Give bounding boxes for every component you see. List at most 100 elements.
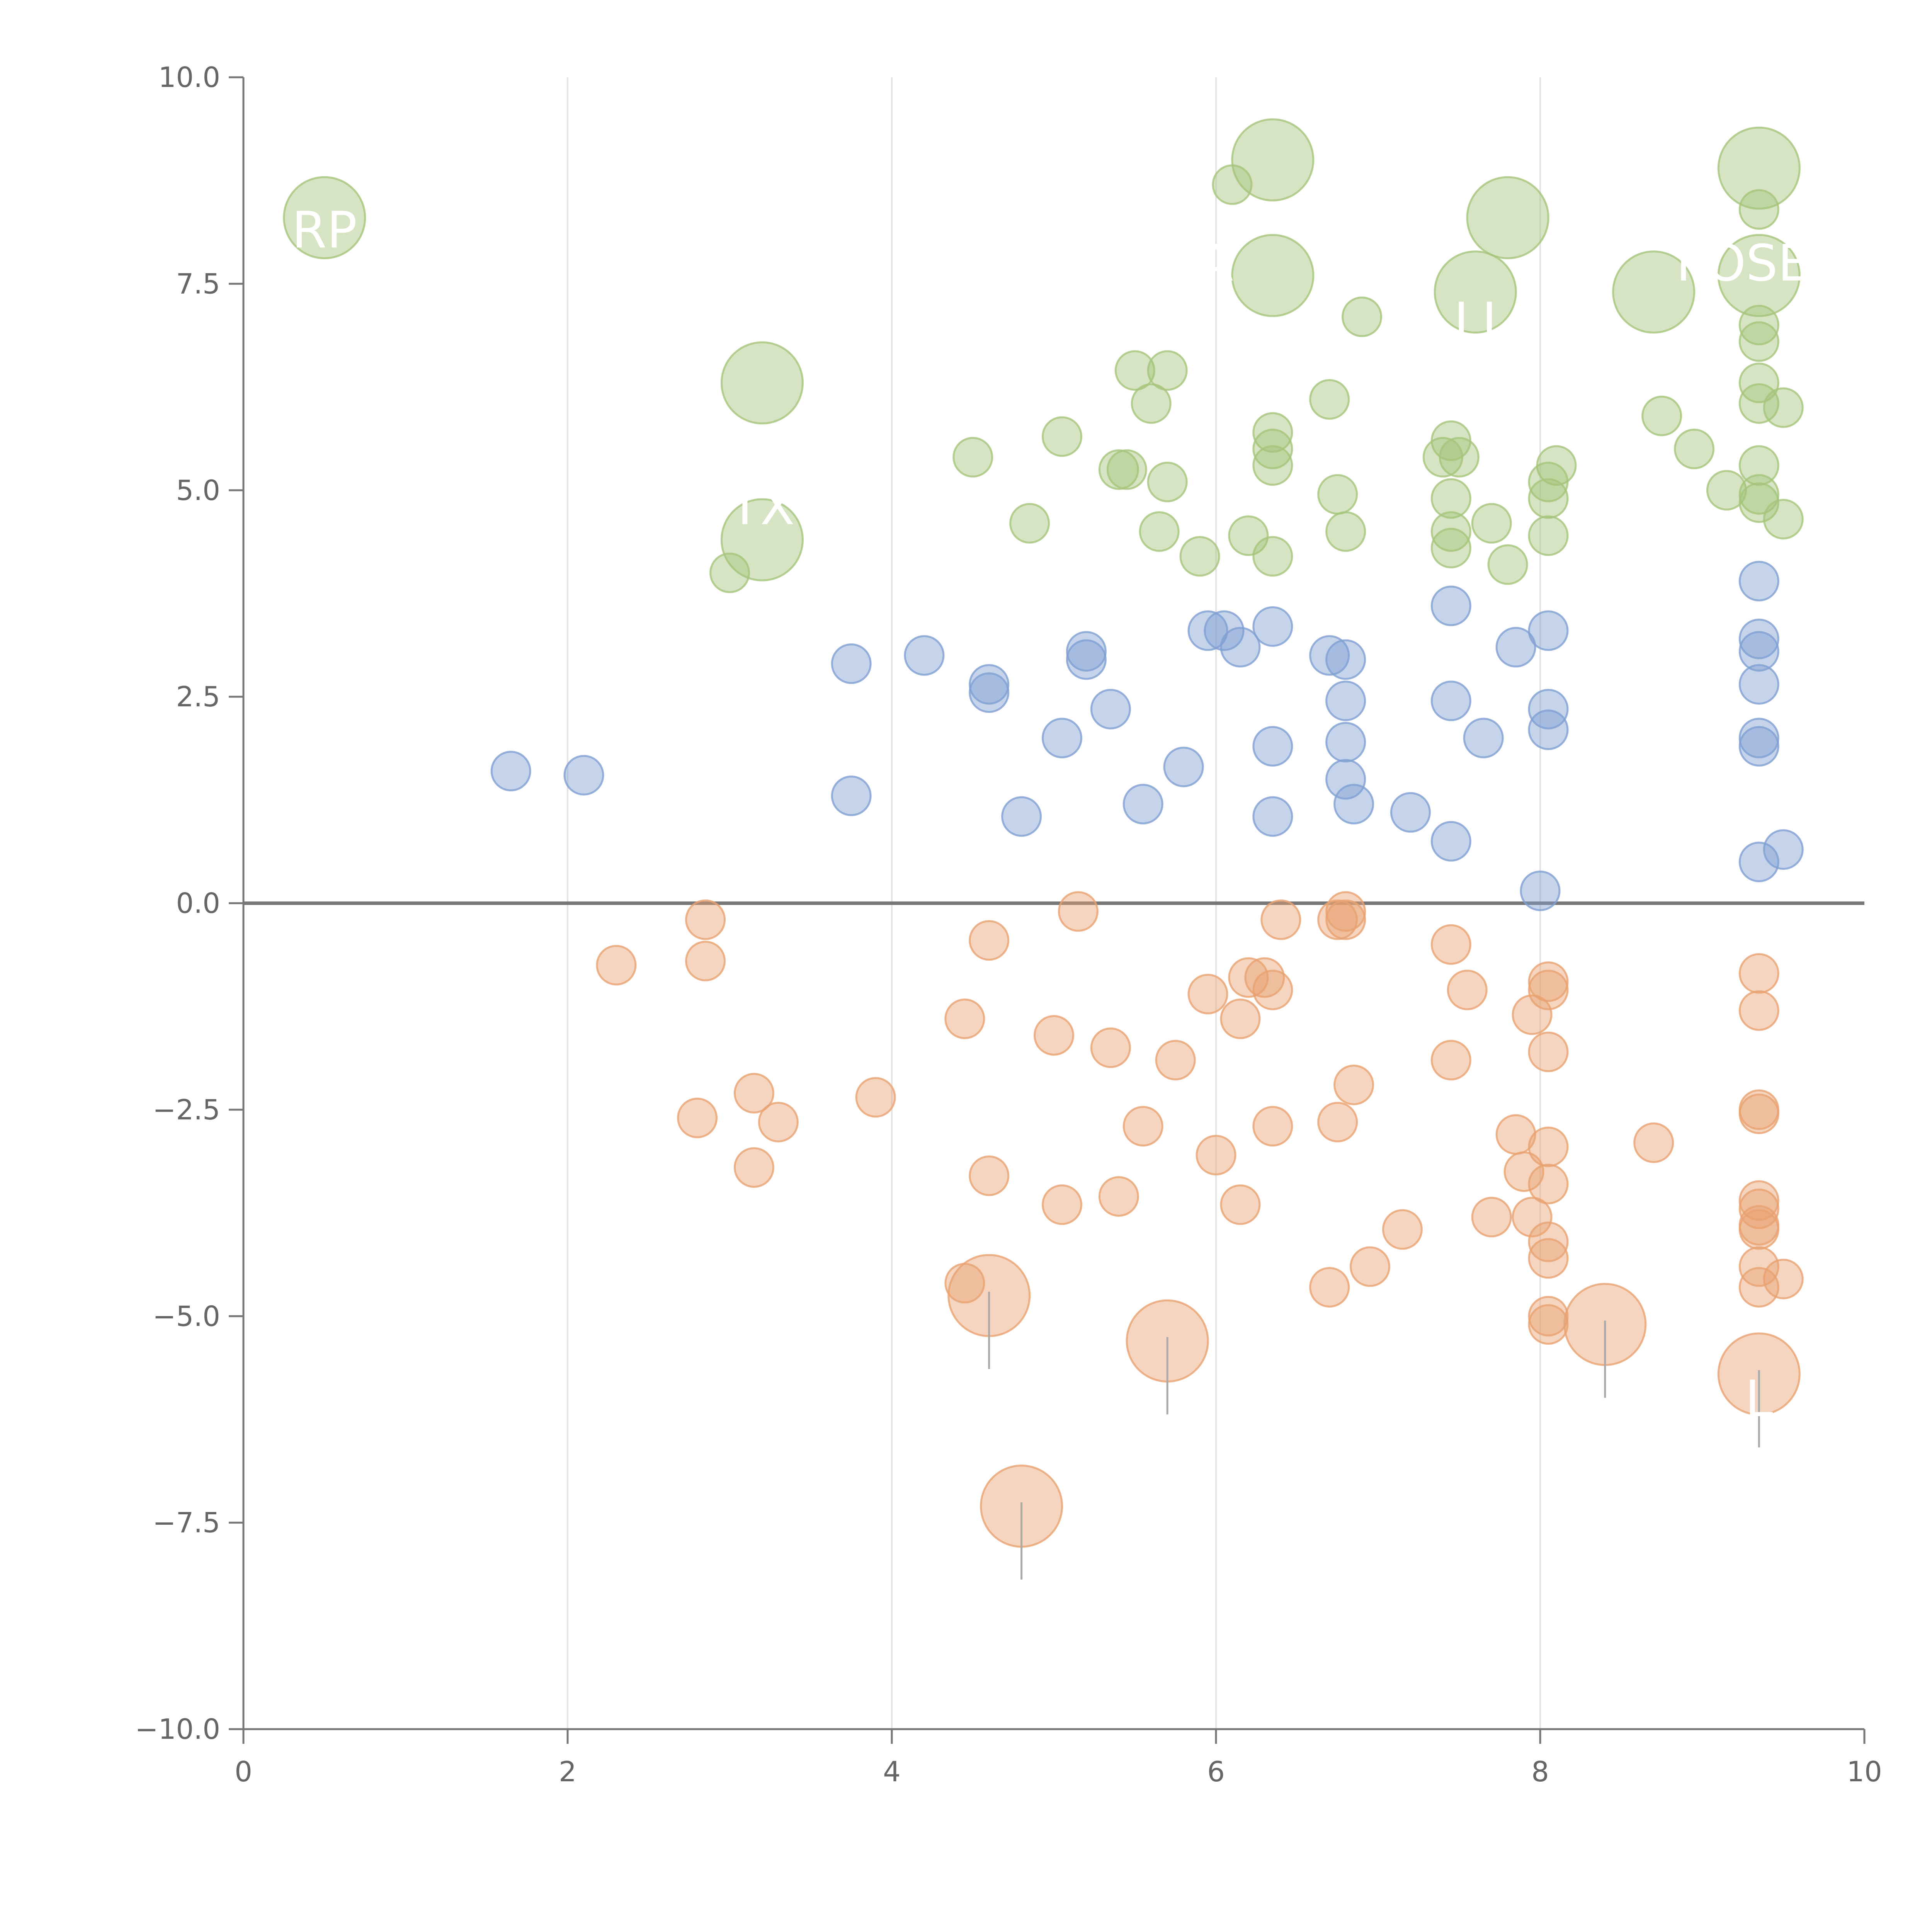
data-point-high [1139, 511, 1180, 552]
data-point-high [720, 341, 804, 425]
data-point-negative [969, 1155, 1010, 1196]
data-point-mid [1163, 747, 1204, 787]
data-point-negative [1309, 1267, 1350, 1308]
data-point-high [283, 176, 366, 259]
data-point-mid [1528, 689, 1569, 730]
data-point-mid [1066, 639, 1107, 680]
data-point-mid [1738, 561, 1779, 602]
data-point-high [1439, 437, 1480, 478]
data-point-mid [1738, 718, 1779, 759]
data-point-mid [1430, 821, 1471, 862]
data-point-negative [1633, 1122, 1674, 1163]
data-point-mid [1528, 709, 1569, 750]
data-point-mid [1309, 635, 1350, 676]
data-point-negative [1187, 974, 1228, 1015]
data-point-high [1528, 515, 1569, 556]
point-label: TX [729, 478, 794, 536]
data-point-high [1738, 189, 1779, 230]
point-label: POSE [1676, 234, 1810, 293]
data-point-high [1466, 176, 1549, 259]
data-point-high [1114, 350, 1155, 391]
data-point-negative [1196, 1134, 1236, 1175]
data-point-negative [1430, 924, 1471, 965]
data-point-negative [1058, 891, 1099, 932]
data-point-high [1009, 503, 1050, 544]
data-point-high [1763, 387, 1804, 428]
data-point-high [1528, 478, 1569, 519]
data-point-negative [685, 899, 726, 940]
data-point-high [1706, 470, 1747, 511]
data-point-high [1147, 461, 1188, 502]
data-point-negative [1528, 969, 1569, 1010]
point-label: L [1745, 1369, 1773, 1428]
data-point-negative [1228, 957, 1269, 998]
data-point-high [1252, 429, 1293, 469]
data-point-negative [1528, 1304, 1569, 1345]
data-point-high [1471, 503, 1512, 544]
data-point-high [1252, 536, 1293, 577]
data-point-negative [1512, 994, 1553, 1035]
data-point-negative [1090, 1027, 1131, 1068]
data-point-high [1422, 437, 1463, 478]
data-point-negative [1333, 1065, 1374, 1105]
data-point-negative [1763, 1259, 1804, 1299]
data-point-high [1231, 118, 1315, 202]
data-point-high [1717, 126, 1801, 210]
data-point-mid [1041, 718, 1082, 759]
data-point-negative [1317, 1102, 1358, 1143]
data-point-negative [1155, 1040, 1196, 1081]
data-point-mid [1325, 722, 1366, 763]
data-point-mid [1325, 639, 1366, 680]
data-point-negative [1325, 891, 1366, 932]
data-point-negative [1244, 957, 1285, 998]
data-point-high [1325, 511, 1366, 552]
data-point-mid [1001, 796, 1042, 837]
y-tick-label: 10.0 [158, 61, 220, 94]
data-point-negative [1098, 1176, 1139, 1217]
data-point-mid [1738, 631, 1779, 672]
data-point-mid [904, 635, 945, 676]
data-point-negative [596, 945, 637, 986]
y-tick-label: 7.5 [176, 267, 220, 300]
data-point-negative [1738, 1267, 1779, 1308]
data-point-mid [1520, 870, 1561, 911]
data-point-high [1131, 383, 1172, 424]
data-point-high [1179, 536, 1220, 577]
data-point-high [1763, 499, 1804, 540]
data-point-mid [1090, 689, 1131, 730]
data-point-high [1717, 234, 1801, 317]
data-point-negative [1528, 1126, 1569, 1167]
data-point-mid [1325, 680, 1366, 721]
data-point-mid [490, 751, 531, 791]
x-tick-label: 6 [1207, 1755, 1225, 1788]
data-point-negative [1382, 1209, 1423, 1250]
data-point-mid [1738, 619, 1779, 659]
data-point-negative [1122, 1106, 1163, 1147]
data-point-mid [1738, 842, 1779, 883]
x-tick-label: 2 [559, 1755, 577, 1788]
data-point-mid [1252, 796, 1293, 837]
data-point-negative [733, 1147, 774, 1188]
data-point-mid [1204, 610, 1245, 651]
data-point-negative [1738, 1094, 1779, 1134]
data-point-mid [1463, 718, 1504, 759]
y-tick-label: −7.5 [153, 1507, 220, 1539]
data-point-high [720, 498, 804, 582]
data-point-negative [1252, 969, 1293, 1010]
data-point-high [1528, 461, 1569, 502]
data-point-negative [944, 1263, 985, 1304]
x-tick-label: 10 [1847, 1755, 1882, 1788]
data-point-mid [1430, 585, 1471, 626]
data-point-high [1434, 250, 1517, 334]
data-point-mid [831, 776, 872, 816]
data-point-mid [1252, 606, 1293, 647]
x-tick-label: 8 [1531, 1755, 1549, 1788]
data-point-high [1612, 250, 1696, 334]
data-point-negative [677, 1097, 718, 1138]
data-point-negative [1325, 899, 1366, 940]
y-tick-label: 0.0 [176, 887, 220, 920]
data-point-negative [1528, 1031, 1569, 1072]
data-point-negative [1528, 961, 1569, 1002]
data-point-high [709, 553, 750, 593]
